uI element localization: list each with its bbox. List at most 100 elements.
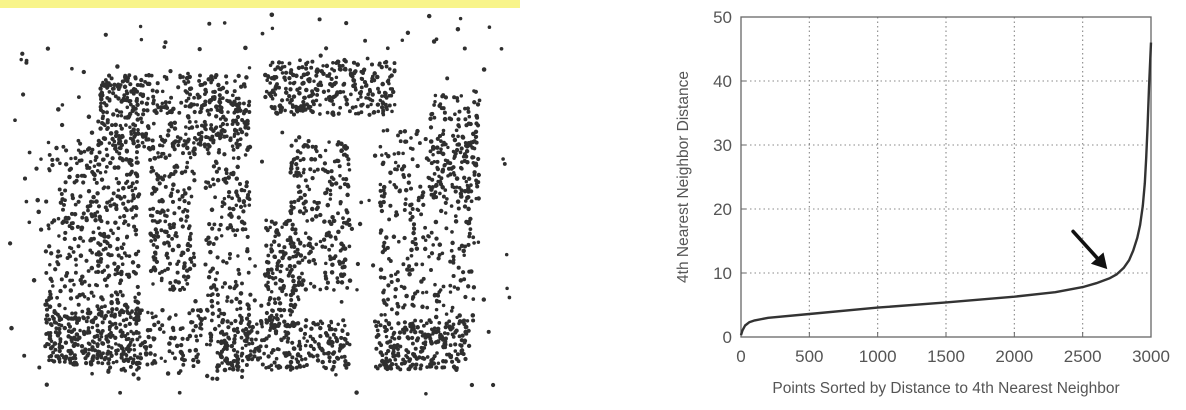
- scatter-point: [418, 366, 423, 371]
- scatter-point: [314, 144, 318, 149]
- scatter-point: [179, 253, 184, 258]
- scatter-point: [140, 140, 145, 145]
- y-tick-label: 50: [713, 8, 732, 27]
- scatter-point: [73, 356, 78, 361]
- scatter-point: [121, 134, 125, 139]
- scatter-point: [131, 138, 136, 144]
- scatter-point: [342, 246, 348, 251]
- scatter-point: [50, 220, 54, 225]
- scatter-point: [466, 206, 471, 212]
- scatter-point: [446, 174, 450, 178]
- scatter-point: [110, 346, 114, 350]
- scatter-point: [92, 177, 97, 182]
- scatter-point: [298, 275, 302, 280]
- scatter-point: [73, 311, 78, 316]
- scatter-point: [114, 176, 119, 181]
- scatter-point: [349, 226, 355, 232]
- scatter-point: [85, 147, 90, 152]
- scatter-point: [427, 234, 431, 239]
- scatter-point: [327, 324, 332, 328]
- scatter-point: [232, 286, 237, 291]
- scatter-point: [293, 227, 298, 232]
- scatter-point: [169, 95, 174, 100]
- scatter-point: [153, 237, 158, 242]
- scatter-point: [269, 368, 274, 372]
- scatter-point: [122, 194, 127, 199]
- scatter-point: [307, 77, 312, 82]
- scatter-point: [433, 282, 437, 287]
- scatter-point: [231, 170, 236, 176]
- scatter-point: [259, 320, 264, 324]
- scatter-point: [303, 357, 308, 361]
- scatter-point: [63, 215, 69, 221]
- scatter-point: [463, 106, 467, 111]
- scatter-point: [96, 142, 101, 148]
- scatter-point: [345, 182, 350, 188]
- scatter-point: [262, 351, 266, 356]
- scatter-point: [248, 292, 253, 297]
- scatter-point: [136, 139, 140, 143]
- scatter-point: [382, 191, 387, 196]
- scatter-point: [454, 367, 459, 372]
- scatter-point: [34, 166, 39, 171]
- scatter-point: [193, 324, 198, 329]
- scatter-point: [456, 142, 462, 147]
- scatter-point: [275, 82, 279, 87]
- scatter-point: [289, 68, 294, 73]
- scatter-point: [111, 112, 116, 117]
- scatter-point: [385, 245, 390, 250]
- scatter-point: [487, 25, 492, 29]
- scatter-point: [141, 134, 146, 139]
- scatter-point: [390, 87, 395, 91]
- scatter-point: [198, 142, 203, 147]
- scatter-point: [176, 143, 181, 148]
- scatter-point: [50, 157, 55, 162]
- scatter-point: [450, 240, 455, 246]
- scatter-point: [451, 260, 456, 265]
- scatter-point: [230, 196, 234, 201]
- scatter-point: [282, 222, 287, 226]
- scatter-point: [183, 104, 188, 109]
- scatter-point: [165, 255, 170, 260]
- scatter-point: [453, 189, 458, 194]
- scatter-point: [379, 208, 385, 214]
- scatter-point: [167, 100, 172, 105]
- scatter-point: [392, 337, 397, 341]
- scatter-point: [309, 65, 314, 70]
- scatter-point: [310, 175, 315, 181]
- scatter-point: [334, 75, 339, 80]
- scatter-point: [267, 298, 272, 302]
- scatter-point: [121, 201, 126, 206]
- scatter-point: [195, 359, 201, 364]
- scatter-point: [43, 302, 48, 307]
- scatter-point: [156, 105, 161, 110]
- scatter-point: [419, 319, 423, 323]
- scatter-point: [187, 311, 192, 316]
- scatter-point: [276, 232, 281, 237]
- scatter-point: [229, 321, 234, 326]
- scatter-point: [97, 214, 103, 220]
- scatter-point: [183, 81, 188, 86]
- scatter-point: [89, 150, 94, 155]
- scatter-point: [175, 165, 180, 169]
- scatter-point: [239, 335, 244, 340]
- scatter-point: [198, 325, 203, 330]
- scatter-point: [97, 337, 102, 342]
- scatter-point: [283, 86, 288, 91]
- scatter-point: [309, 326, 314, 331]
- scatter-point: [231, 228, 236, 233]
- scatter-point: [86, 189, 92, 194]
- scatter-point: [337, 259, 342, 264]
- scatter-point: [443, 200, 448, 205]
- scatter-point: [316, 82, 321, 88]
- scatter-point: [329, 76, 334, 82]
- scatter-point: [57, 187, 62, 192]
- scatter-point: [464, 219, 469, 225]
- scatter-point: [68, 348, 73, 353]
- scatter-point: [218, 222, 223, 227]
- scatter-point: [442, 331, 447, 335]
- scatter-point: [101, 109, 106, 115]
- scatter-point: [187, 224, 192, 228]
- scatter-point: [269, 219, 274, 224]
- scatter-point: [91, 294, 96, 298]
